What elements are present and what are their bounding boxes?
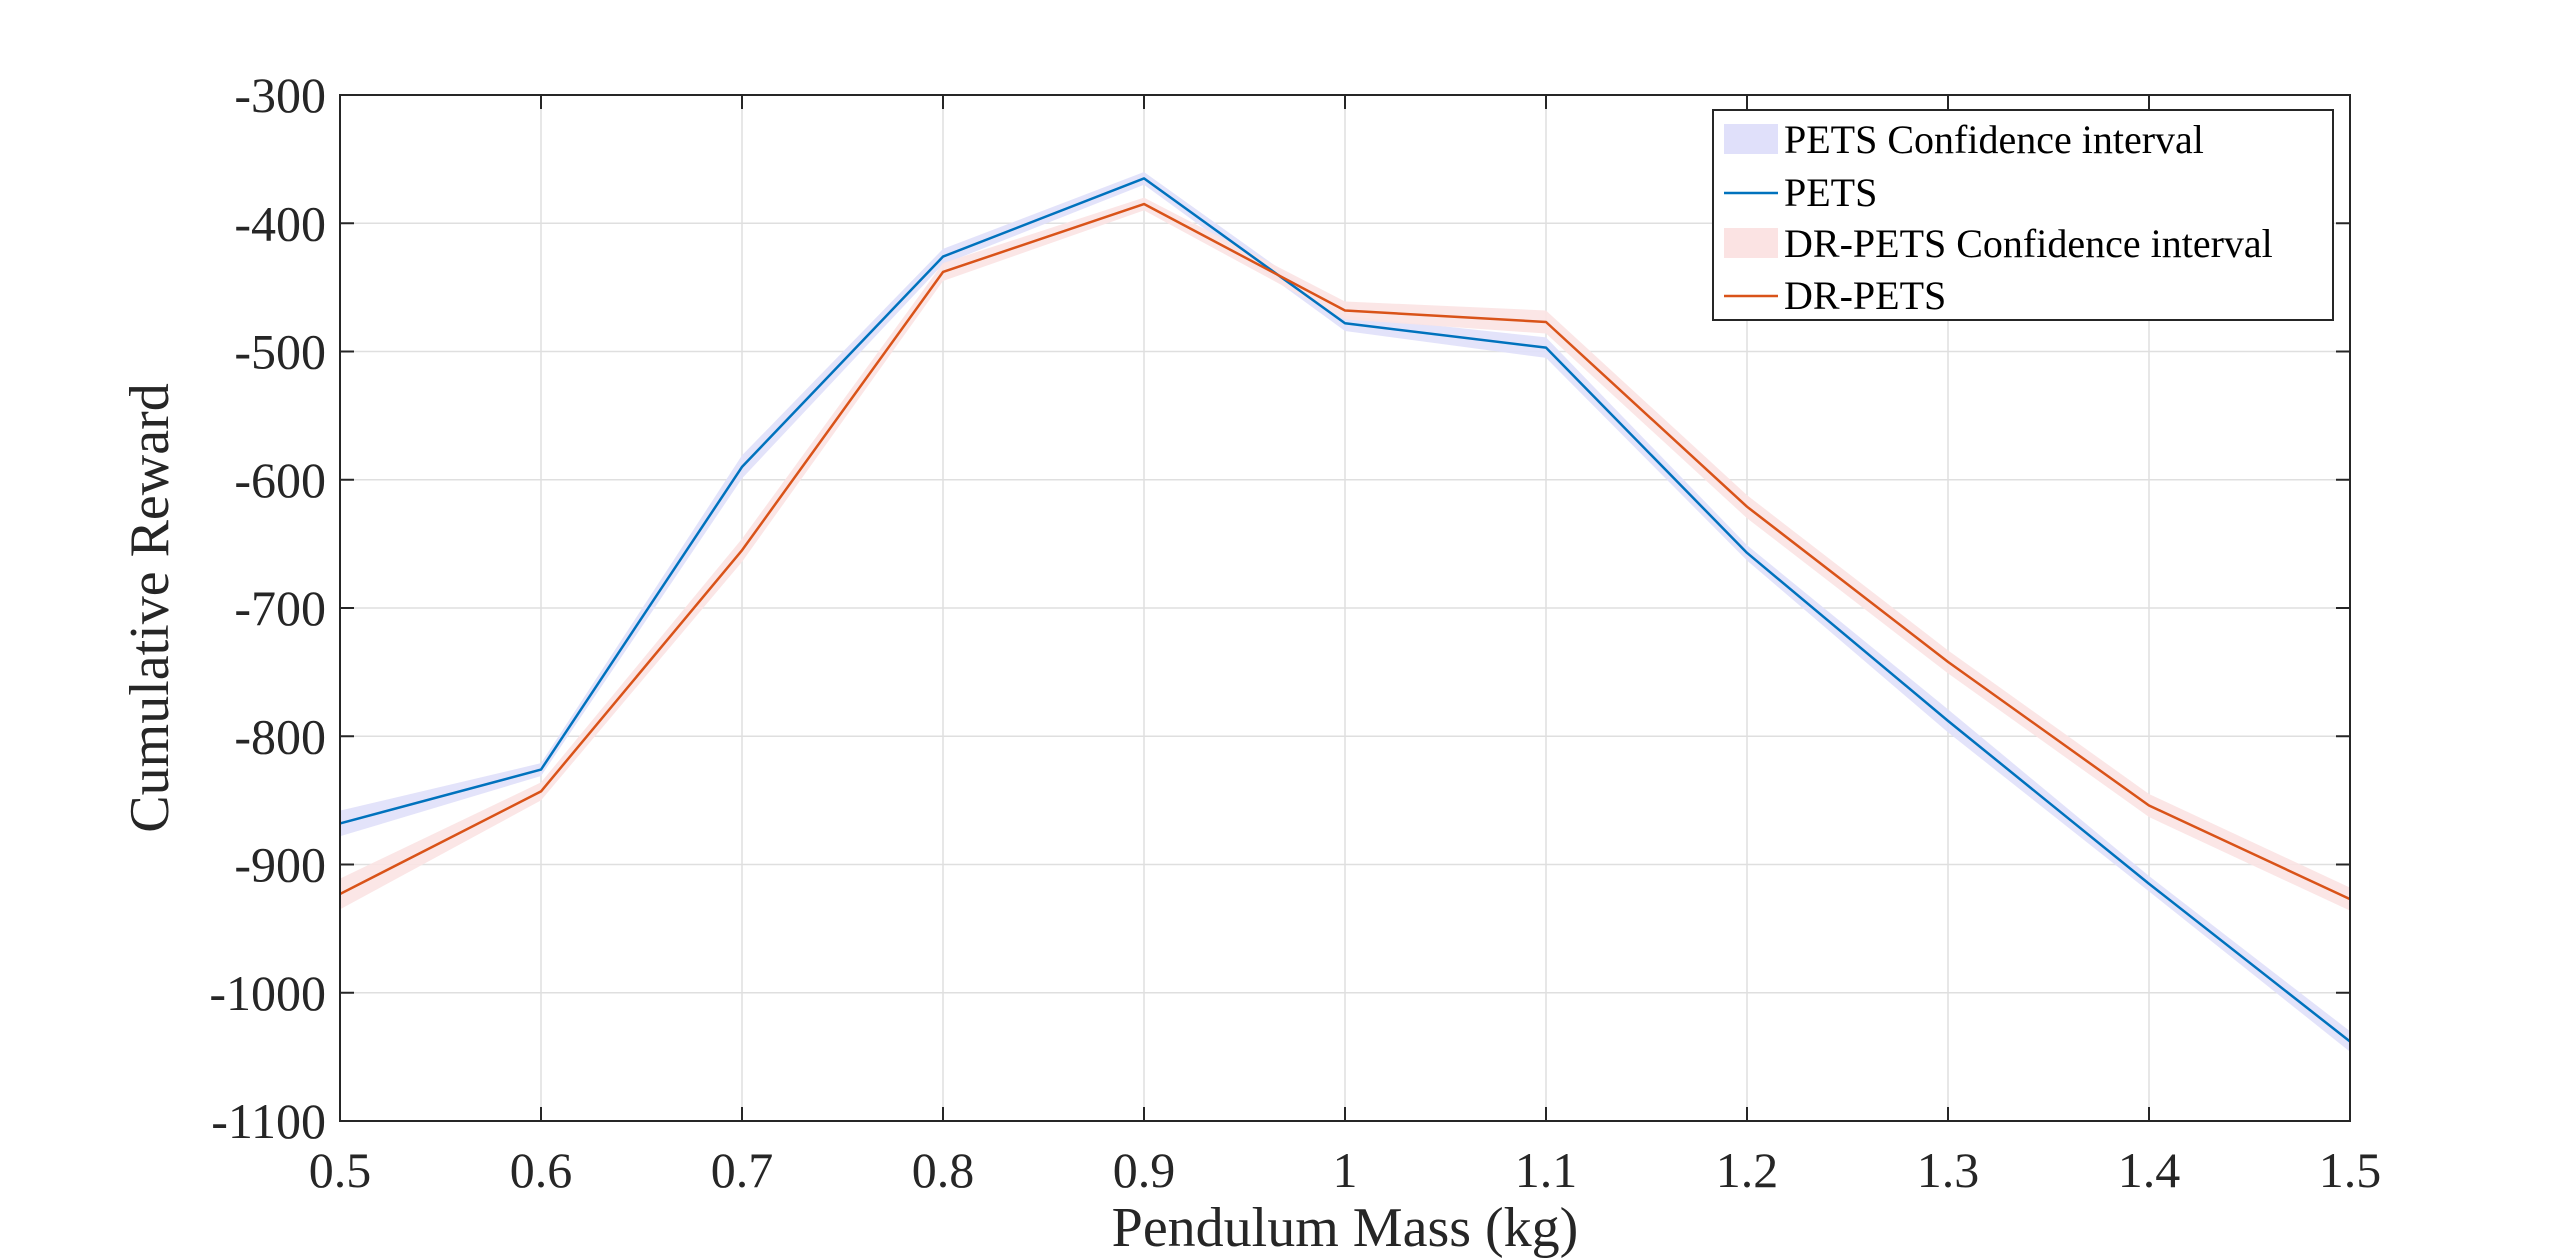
x-tick-label: 0.5: [309, 1142, 372, 1198]
y-axis-title: Cumulative Reward: [119, 383, 181, 832]
x-tick-label: 1.2: [1716, 1142, 1779, 1198]
legend-label-drpets-band: DR-PETS Confidence interval: [1784, 221, 2273, 266]
y-tick-label: -500: [234, 324, 326, 380]
x-tick-label: 1: [1333, 1142, 1358, 1198]
axis-ticks: [339, 94, 2351, 1122]
x-tick-labels: 0.5 0.6 0.7 0.8 0.9 1 1.1 1.2 1.3 1.4 1.5: [309, 1142, 2382, 1198]
legend-label-pets-band: PETS Confidence interval: [1784, 117, 2204, 162]
x-tick-label: 0.8: [912, 1142, 975, 1198]
x-axis-title: Pendulum Mass (kg): [1112, 1197, 1579, 1259]
x-tick-label: 1.3: [1917, 1142, 1980, 1198]
y-tick-label: -400: [234, 195, 326, 251]
y-tick-label: -1000: [209, 965, 326, 1021]
legend-swatch-pets-band: [1724, 124, 1778, 154]
legend-box: [1712, 109, 2334, 321]
y-tick-label: -700: [234, 580, 326, 636]
y-tick-label: -900: [234, 837, 326, 893]
y-tick-label: -600: [234, 452, 326, 508]
series-line-dr-pets: [339, 202, 2351, 901]
legend: PETS Confidence interval PETS DR-PETS Co…: [1712, 109, 2334, 321]
x-tick-label: 0.6: [510, 1142, 573, 1198]
confidence-band-dr-pets: [340, 197, 2350, 911]
y-tick-label: -800: [234, 708, 326, 764]
legend-label-pets: PETS: [1784, 170, 1877, 215]
x-tick-label: 1.5: [2319, 1142, 2382, 1198]
y-tick-label: -300: [234, 67, 326, 123]
confidence-bands: [340, 171, 2350, 1052]
x-tick-label: 0.7: [711, 1142, 774, 1198]
legend-swatch-drpets-band: [1724, 228, 1778, 258]
x-tick-label: 1.4: [2118, 1142, 2181, 1198]
x-tick-label: 0.9: [1113, 1142, 1176, 1198]
series-lines: [339, 177, 2351, 1043]
y-tick-labels: -300 -400 -500 -600 -700 -800 -900 -1000 -1100: [209, 67, 326, 1149]
series-line-pets: [339, 177, 2351, 1043]
y-tick-label: -1100: [211, 1093, 326, 1149]
x-tick-label: 1.1: [1515, 1142, 1578, 1198]
legend-label-drpets: DR-PETS: [1784, 273, 1946, 318]
